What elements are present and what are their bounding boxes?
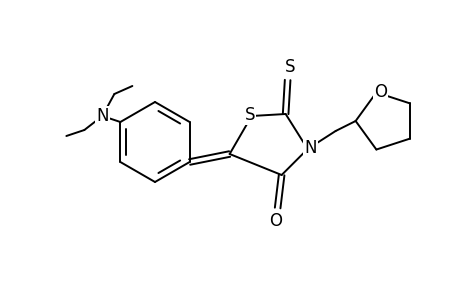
Text: O: O (269, 212, 281, 230)
Text: N: N (304, 139, 316, 157)
Text: S: S (284, 58, 294, 76)
Text: O: O (373, 83, 386, 101)
Text: S: S (244, 106, 254, 124)
Text: N: N (96, 107, 108, 125)
